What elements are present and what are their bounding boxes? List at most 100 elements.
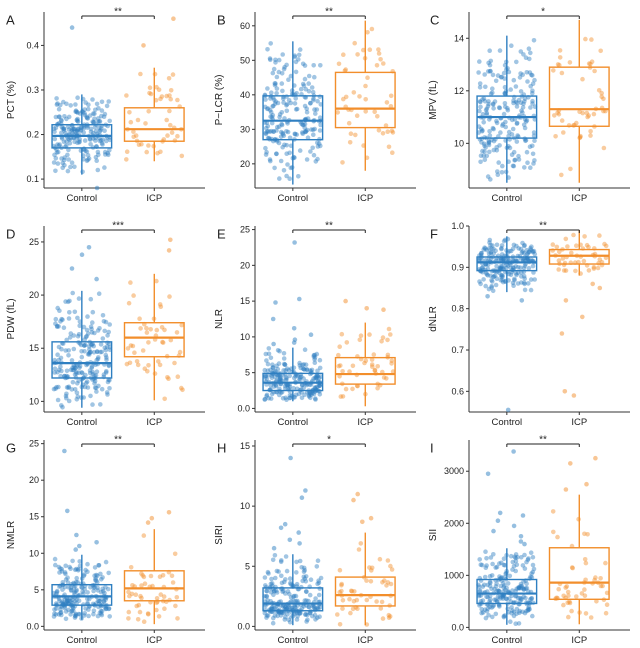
- data-point: [488, 68, 493, 74]
- x-tick-label: Control: [67, 193, 98, 204]
- data-point: [85, 116, 91, 121]
- data-point: [582, 557, 588, 562]
- data-point: [51, 160, 57, 165]
- data-point: [84, 115, 90, 121]
- data-point: [569, 565, 575, 570]
- data-point: [500, 163, 505, 169]
- data-point: [135, 117, 141, 123]
- panel-letter: C: [430, 13, 439, 28]
- data-point: [105, 379, 111, 385]
- data-point: [275, 348, 281, 353]
- data-point: [569, 250, 574, 256]
- data-point: [528, 105, 533, 110]
- x-tick-label: ICP: [571, 193, 587, 204]
- data-point: [597, 233, 602, 238]
- data-point: [552, 113, 557, 118]
- data-point: [283, 386, 288, 391]
- data-point: [303, 611, 309, 617]
- data-point: [283, 591, 288, 596]
- data-point: [313, 374, 319, 380]
- data-point: [487, 593, 493, 599]
- data-point: [581, 258, 587, 264]
- data-point: [57, 308, 62, 314]
- data-point: [273, 575, 278, 581]
- data-point: [477, 557, 483, 562]
- data-point: [352, 40, 358, 46]
- data-point: [524, 70, 530, 75]
- data-point: [315, 98, 320, 104]
- y-tick-label: 0.0: [26, 621, 39, 631]
- data-point: [66, 147, 71, 153]
- data-point: [82, 107, 87, 112]
- data-point: [312, 386, 318, 391]
- data-point: [313, 376, 319, 381]
- data-point: [509, 610, 514, 616]
- data-point: [571, 232, 576, 238]
- data-point: [376, 128, 382, 133]
- data-point: [556, 258, 562, 263]
- data-point: [91, 350, 97, 355]
- data-point: [288, 100, 294, 106]
- data-point: [97, 136, 102, 141]
- data-point: [374, 63, 380, 68]
- data-point: [52, 607, 57, 612]
- data-point: [97, 119, 103, 124]
- data-point: [301, 574, 307, 580]
- data-point: [598, 576, 603, 581]
- data-point: [312, 126, 318, 132]
- data-point: [297, 148, 303, 153]
- y-tick-label: 0.0: [237, 621, 250, 631]
- data-point: [477, 59, 482, 64]
- data-point: [490, 72, 496, 78]
- data-point: [487, 117, 492, 122]
- data-point: [492, 99, 498, 104]
- data-point: [494, 599, 500, 604]
- outlier-point: [593, 455, 598, 461]
- data-point: [477, 99, 483, 104]
- data-point: [292, 131, 298, 137]
- box-iqr: [262, 587, 324, 612]
- data-point: [59, 403, 64, 408]
- data-point: [269, 391, 275, 397]
- data-point: [388, 93, 394, 99]
- data-point: [63, 571, 68, 577]
- data-point: [511, 609, 517, 615]
- data-point: [273, 382, 279, 388]
- data-point: [340, 369, 345, 374]
- data-point: [501, 238, 507, 244]
- data-point: [275, 124, 280, 130]
- data-point: [484, 272, 490, 277]
- box-iqr: [123, 107, 185, 142]
- data-point: [485, 174, 491, 179]
- data-point: [85, 351, 91, 357]
- data-point: [105, 586, 111, 592]
- data-point: [57, 584, 62, 589]
- data-point: [308, 391, 313, 397]
- data-point: [514, 611, 519, 616]
- data-point: [294, 559, 299, 565]
- data-point: [501, 562, 507, 568]
- data-point: [591, 111, 597, 117]
- data-point: [107, 118, 112, 124]
- data-point: [129, 591, 135, 597]
- data-point: [478, 99, 483, 105]
- data-point: [301, 604, 307, 609]
- data-point: [274, 86, 280, 91]
- data-point: [94, 357, 99, 363]
- data-point: [530, 81, 536, 86]
- data-point: [73, 129, 78, 134]
- data-point: [95, 356, 101, 362]
- data-point: [315, 605, 321, 611]
- data-point: [525, 79, 530, 84]
- data-point: [479, 562, 485, 568]
- data-point: [302, 367, 307, 372]
- x-tick-label: Control: [278, 193, 309, 204]
- data-point: [54, 96, 59, 101]
- data-point: [285, 129, 291, 135]
- y-axis-label: SIRI: [214, 525, 225, 544]
- data-point: [67, 564, 72, 570]
- data-point: [481, 247, 487, 252]
- data-point: [318, 374, 323, 379]
- data-point: [339, 331, 345, 337]
- data-point: [268, 57, 273, 63]
